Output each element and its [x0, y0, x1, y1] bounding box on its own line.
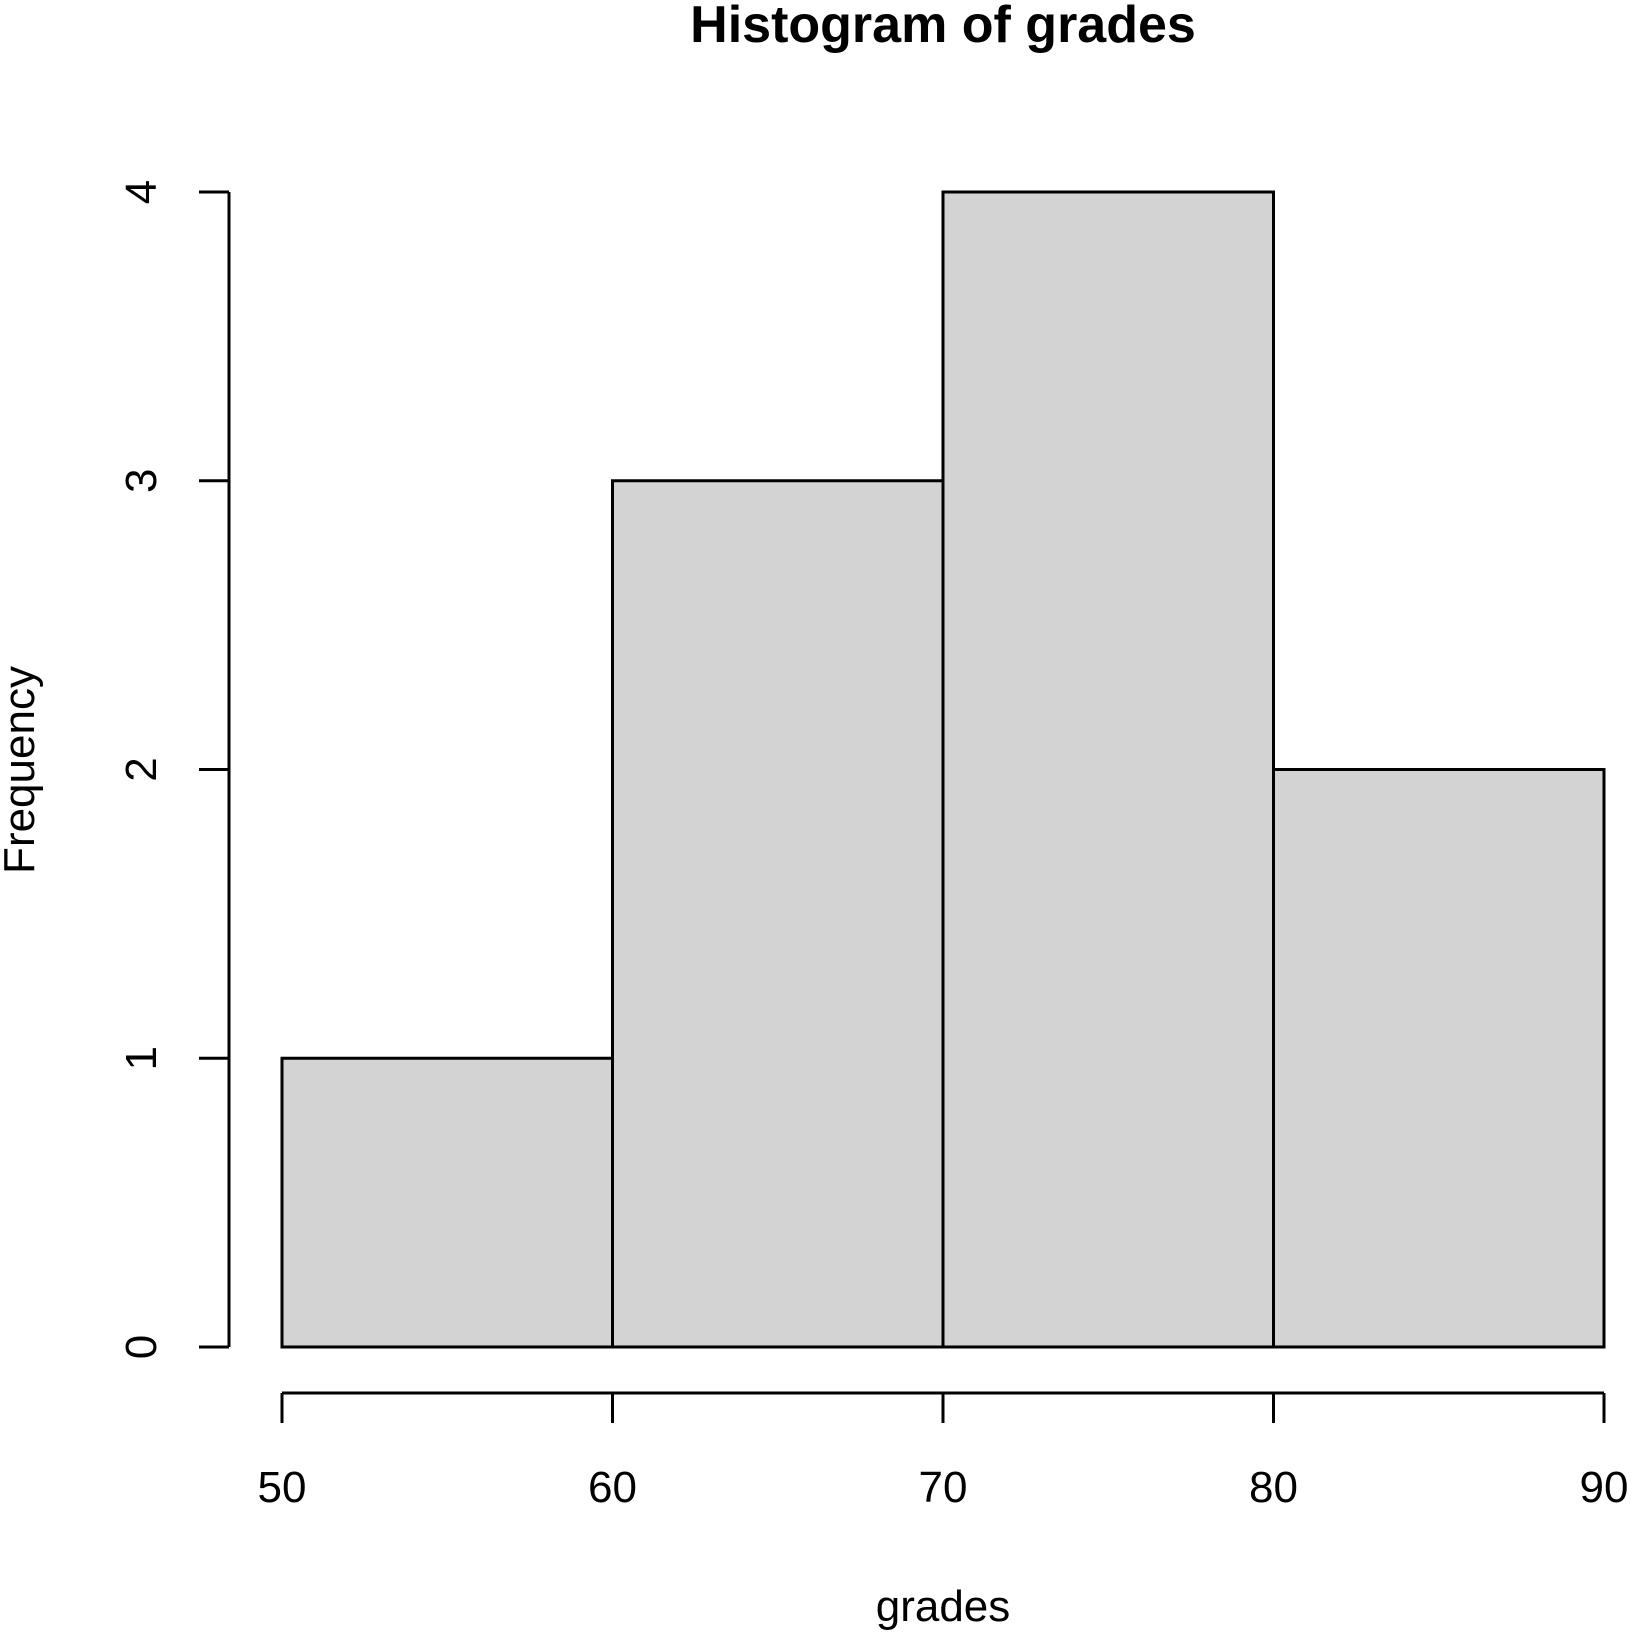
y-axis-ticks: 0 1 2 3 4 — [117, 180, 229, 1359]
y-axis-label: Frequency — [0, 666, 44, 874]
bars-group — [280, 190, 1606, 1349]
x-tick-label-80: 80 — [1249, 1463, 1298, 1512]
x-tick-label-50: 50 — [258, 1463, 307, 1512]
histogram-bar-70-80 — [941, 190, 1275, 1349]
y-tick-label-3: 3 — [117, 469, 166, 493]
x-tick-label-60: 60 — [588, 1463, 637, 1512]
y-tick-label-4: 4 — [117, 180, 166, 204]
x-axis-ticks: 50 60 70 80 90 — [258, 1393, 1629, 1512]
histogram-bar-80-90 — [1272, 768, 1606, 1349]
histogram-bar-50-60 — [280, 1056, 614, 1349]
histogram-bar-60-70 — [611, 479, 945, 1349]
x-axis-label: grades — [876, 1582, 1011, 1631]
y-tick-label-2: 2 — [117, 757, 166, 781]
y-tick-label-1: 1 — [117, 1046, 166, 1070]
x-tick-label-90: 90 — [1580, 1463, 1629, 1512]
x-tick-label-70: 70 — [919, 1463, 968, 1512]
chart-title: Histogram of grades — [690, 0, 1196, 54]
y-tick-label-0: 0 — [117, 1335, 166, 1359]
